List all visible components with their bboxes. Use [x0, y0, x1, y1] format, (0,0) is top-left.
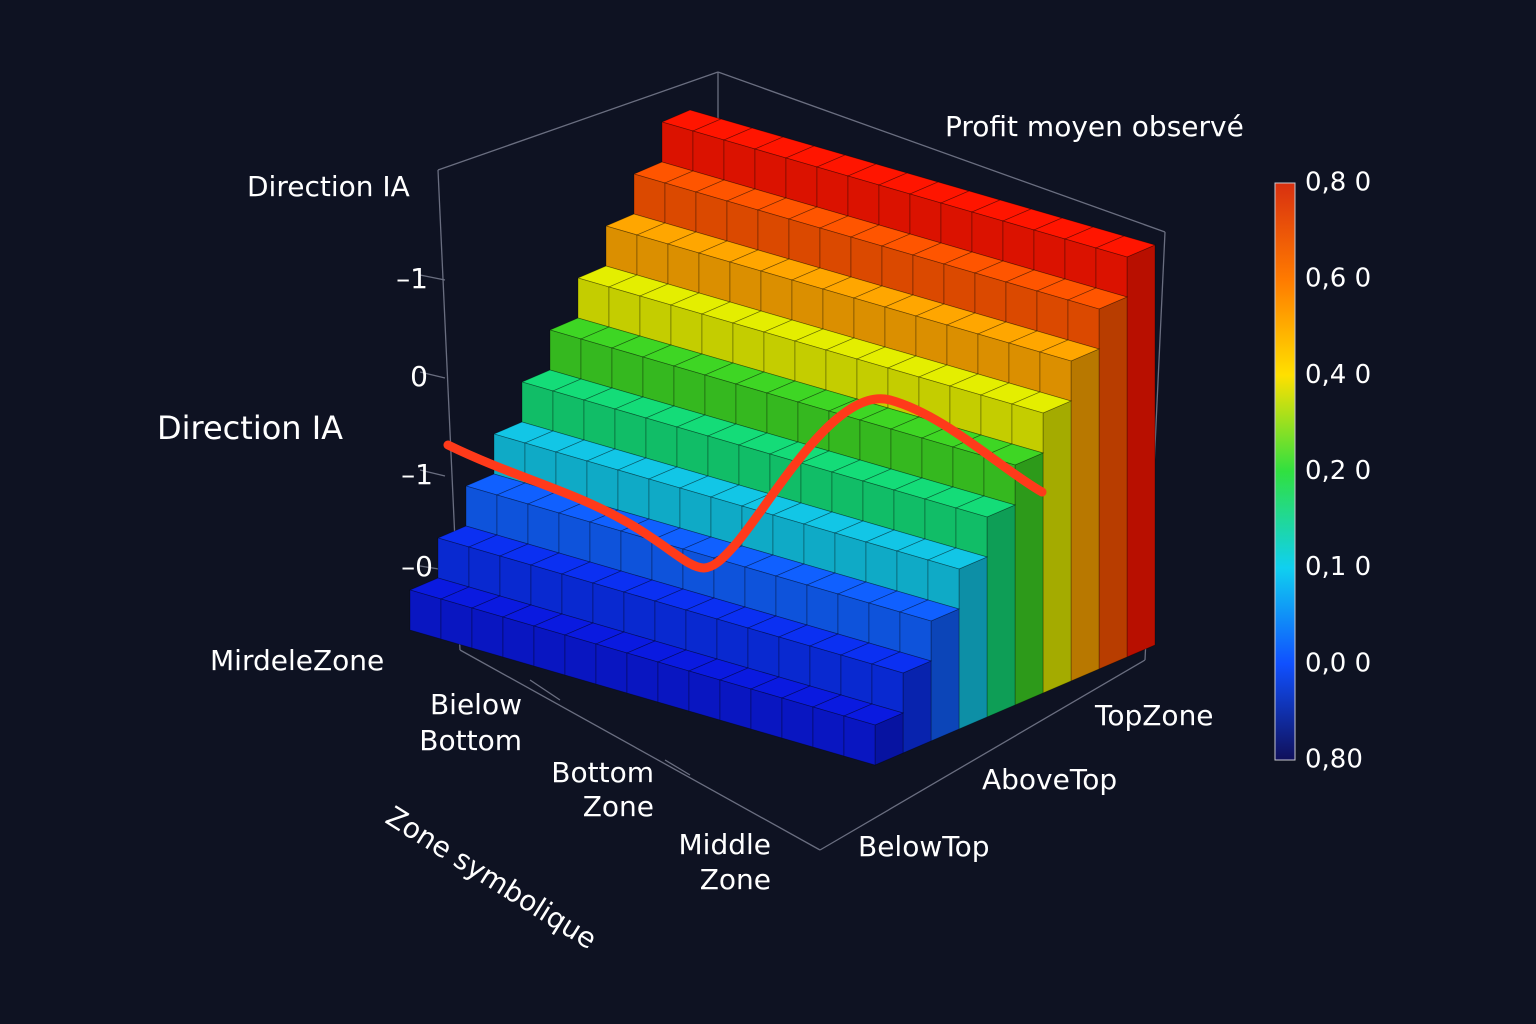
colorbar-label: 0,6 0 — [1305, 264, 1371, 294]
x-tick-label: Zone — [700, 863, 771, 896]
frame-line — [529, 679, 561, 701]
z-axis-label: Direction IA — [157, 409, 343, 447]
step-side — [986, 504, 1016, 718]
x-tick-label: Middle — [679, 828, 772, 861]
z-tick-label: –1 — [401, 458, 433, 491]
colorbar-label: 0,0 0 — [1305, 648, 1371, 678]
z-tick-label: –0 — [401, 550, 433, 583]
z-tick-label: 0 — [410, 360, 428, 393]
z-title: Direction IA — [247, 170, 410, 203]
cube-front — [502, 616, 535, 667]
frame-line — [419, 371, 446, 379]
y-tick-label: BelowTop — [858, 830, 990, 863]
cube-front — [564, 634, 597, 685]
cube-front — [440, 598, 473, 649]
cube-front — [595, 643, 628, 694]
cube-front — [626, 652, 659, 703]
cube-front — [843, 715, 876, 766]
frame-line — [819, 659, 1146, 851]
x-tick-label: Bottom — [551, 756, 654, 789]
cube-front — [688, 670, 721, 721]
frame-line — [419, 274, 446, 281]
chart-title: Profit moyen observé — [945, 110, 1244, 143]
colorbar-label: 0,2 0 — [1305, 456, 1371, 486]
step-side — [902, 660, 932, 754]
x-tick-label: Zone — [583, 790, 654, 823]
z-tick-label: –1 — [396, 262, 428, 295]
step-side — [1098, 296, 1128, 670]
frame-line — [419, 469, 446, 477]
x-tick-label: MirdeleZone — [210, 644, 384, 677]
cube-front — [533, 625, 566, 676]
colorbar-label: 0,1 0 — [1305, 552, 1371, 582]
cube-front — [409, 589, 442, 640]
step-side — [958, 556, 988, 730]
frame-line — [717, 71, 1166, 233]
cube-front — [719, 679, 752, 730]
frame-line — [437, 71, 719, 171]
cube-front — [781, 697, 814, 748]
colorbar-label: 0,8 0 — [1305, 168, 1371, 198]
cube-front — [750, 688, 783, 739]
step-side — [1070, 348, 1100, 682]
step-side — [1126, 244, 1156, 658]
cube-front — [812, 706, 845, 757]
x-tick-label: Bottom — [419, 724, 522, 757]
y-tick-label: TopZone — [1094, 699, 1214, 732]
stair-surface — [408, 109, 1157, 766]
colorbar-label: 0,4 0 — [1305, 360, 1371, 390]
step-side — [930, 608, 960, 742]
step-side — [1042, 400, 1072, 694]
cube-front — [471, 607, 504, 658]
cube-front — [657, 661, 690, 712]
colorbar — [1274, 182, 1296, 761]
frame-line — [664, 759, 691, 776]
y-tick-label: AboveTop — [982, 763, 1117, 796]
frame-line — [459, 649, 821, 851]
colorbar-labels: 0,8 0 0,6 0 0,4 0 0,2 0 0,1 0 0,0 0 0,80 — [1305, 168, 1371, 775]
trend-line — [443, 394, 1047, 573]
colorbar-label: 0,80 — [1305, 745, 1363, 775]
x-tick-label: Bielow — [430, 688, 522, 721]
